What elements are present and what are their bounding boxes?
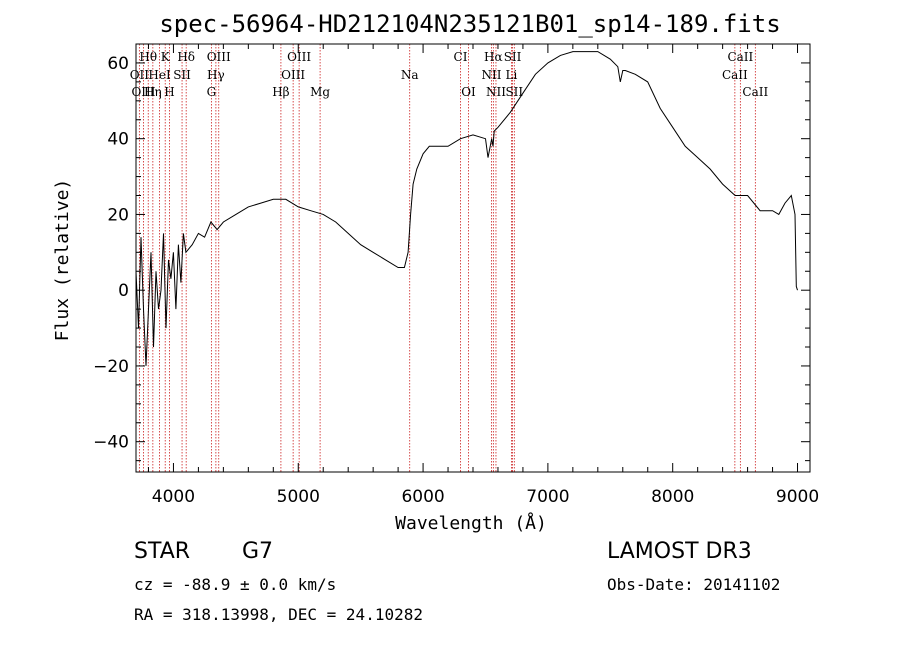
plot-frame bbox=[135, 43, 811, 473]
obs-date: Obs-Date: 20141102 bbox=[607, 575, 780, 594]
line-label: HeI bbox=[148, 68, 171, 82]
line-label: CI bbox=[454, 50, 468, 64]
line-label: K bbox=[161, 50, 171, 64]
redshift-cz: cz = -88.9 ± 0.0 km/s bbox=[134, 575, 336, 594]
y-axis-label: Flux (relative) bbox=[52, 179, 73, 342]
line-label: Hα bbox=[484, 50, 503, 64]
y-tick-label: 60 bbox=[107, 54, 129, 74]
line-label: OIII bbox=[287, 50, 311, 64]
line-label: Hθ bbox=[139, 50, 157, 64]
line-label: OIII bbox=[131, 85, 155, 99]
spectrum-line bbox=[135, 51, 798, 366]
line-label: CaII bbox=[727, 50, 753, 64]
x-tick-label: 4000 bbox=[152, 487, 195, 507]
line-label: OIII bbox=[281, 68, 305, 82]
line-label: OIII bbox=[207, 50, 231, 64]
line-label: Na bbox=[401, 68, 419, 82]
x-tick-label: 7000 bbox=[526, 487, 569, 507]
line-label: OII bbox=[130, 68, 150, 82]
object-class: STAR bbox=[134, 539, 190, 564]
line-label: SII bbox=[505, 85, 523, 99]
chart-title: spec-56964-HD212104N235121B01_sp14-189.f… bbox=[159, 10, 780, 38]
line-label: OI bbox=[461, 85, 476, 99]
line-label: SII bbox=[504, 50, 522, 64]
line-label: Hη bbox=[144, 85, 162, 99]
line-label: G bbox=[207, 85, 217, 99]
y-tick-label: −40 bbox=[93, 433, 129, 453]
x-axis-label: Wavelength (Å) bbox=[395, 512, 547, 534]
y-tick-label: 0 bbox=[118, 281, 129, 301]
line-label: NII bbox=[481, 68, 501, 82]
line-markers bbox=[138, 44, 756, 472]
line-label: Hδ bbox=[177, 50, 195, 64]
line-label: Li bbox=[506, 68, 518, 82]
x-axis: 4000 5000 6000 7000 8000 9000 bbox=[147, 44, 819, 507]
line-label: NII bbox=[486, 85, 506, 99]
y-tick-label: 40 bbox=[107, 130, 129, 150]
x-tick-label: 8000 bbox=[651, 487, 694, 507]
x-tick-label: 6000 bbox=[401, 487, 444, 507]
y-tick-label: −20 bbox=[93, 357, 129, 377]
subclass: G7 bbox=[242, 539, 273, 564]
line-label: Hβ bbox=[272, 85, 289, 99]
survey-name: LAMOST DR3 bbox=[607, 539, 752, 564]
line-label: CaII bbox=[742, 85, 768, 99]
line-label: H bbox=[164, 85, 174, 99]
line-label: CaII bbox=[722, 68, 748, 82]
y-tick-label: 20 bbox=[107, 205, 129, 225]
coordinates: RA = 318.13998, DEC = 24.10282 bbox=[134, 605, 423, 624]
line-label: SII bbox=[173, 68, 191, 82]
y-axis: −40 −20 0 20 40 60 bbox=[93, 43, 810, 462]
line-label: Hγ bbox=[207, 68, 225, 82]
x-tick-label: 5000 bbox=[277, 487, 320, 507]
line-label: Mg bbox=[310, 85, 330, 99]
x-tick-label: 9000 bbox=[776, 487, 819, 507]
